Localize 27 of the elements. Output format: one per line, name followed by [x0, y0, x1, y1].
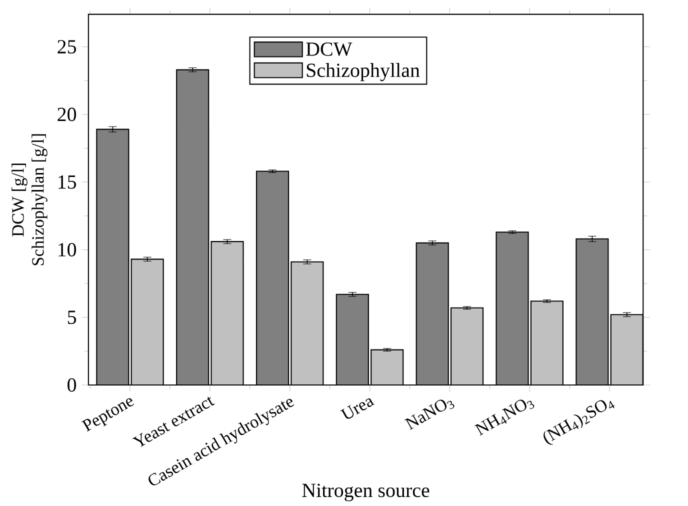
y-tick-label: 10 — [58, 242, 76, 256]
x-tick-label: Urea — [340, 398, 375, 419]
y-tick-label: 20 — [58, 108, 76, 122]
bar — [530, 301, 563, 385]
bar — [336, 294, 368, 385]
y-tick-label: 15 — [58, 175, 76, 189]
legend-label: DCW — [306, 42, 352, 56]
x-tick-label: (NH$_{4}$)$_{2}$SO$_{4}$ — [544, 400, 614, 445]
x-tick-label: NH$_{4}$NO$_{3}$ — [474, 400, 534, 436]
bar — [176, 70, 209, 385]
bar — [211, 242, 244, 385]
y-tick-label: 25 — [58, 40, 76, 54]
x-axis-title: Nitrogen source — [302, 484, 430, 502]
bar — [496, 232, 528, 385]
bar — [131, 259, 164, 385]
bar — [96, 129, 129, 385]
y-tick-label: 5 — [68, 310, 76, 324]
bar — [371, 350, 404, 385]
bar — [451, 308, 484, 385]
bar — [291, 262, 324, 385]
bar — [416, 242, 448, 385]
bar — [576, 238, 609, 385]
y-tick-label: 0 — [68, 378, 76, 392]
bar — [610, 314, 644, 385]
bar — [256, 171, 289, 385]
y-axis-title: DCW [g/l] Schizophyllan [g/l] — [12, 134, 48, 266]
legend-label: Schizophyllan — [306, 63, 420, 82]
